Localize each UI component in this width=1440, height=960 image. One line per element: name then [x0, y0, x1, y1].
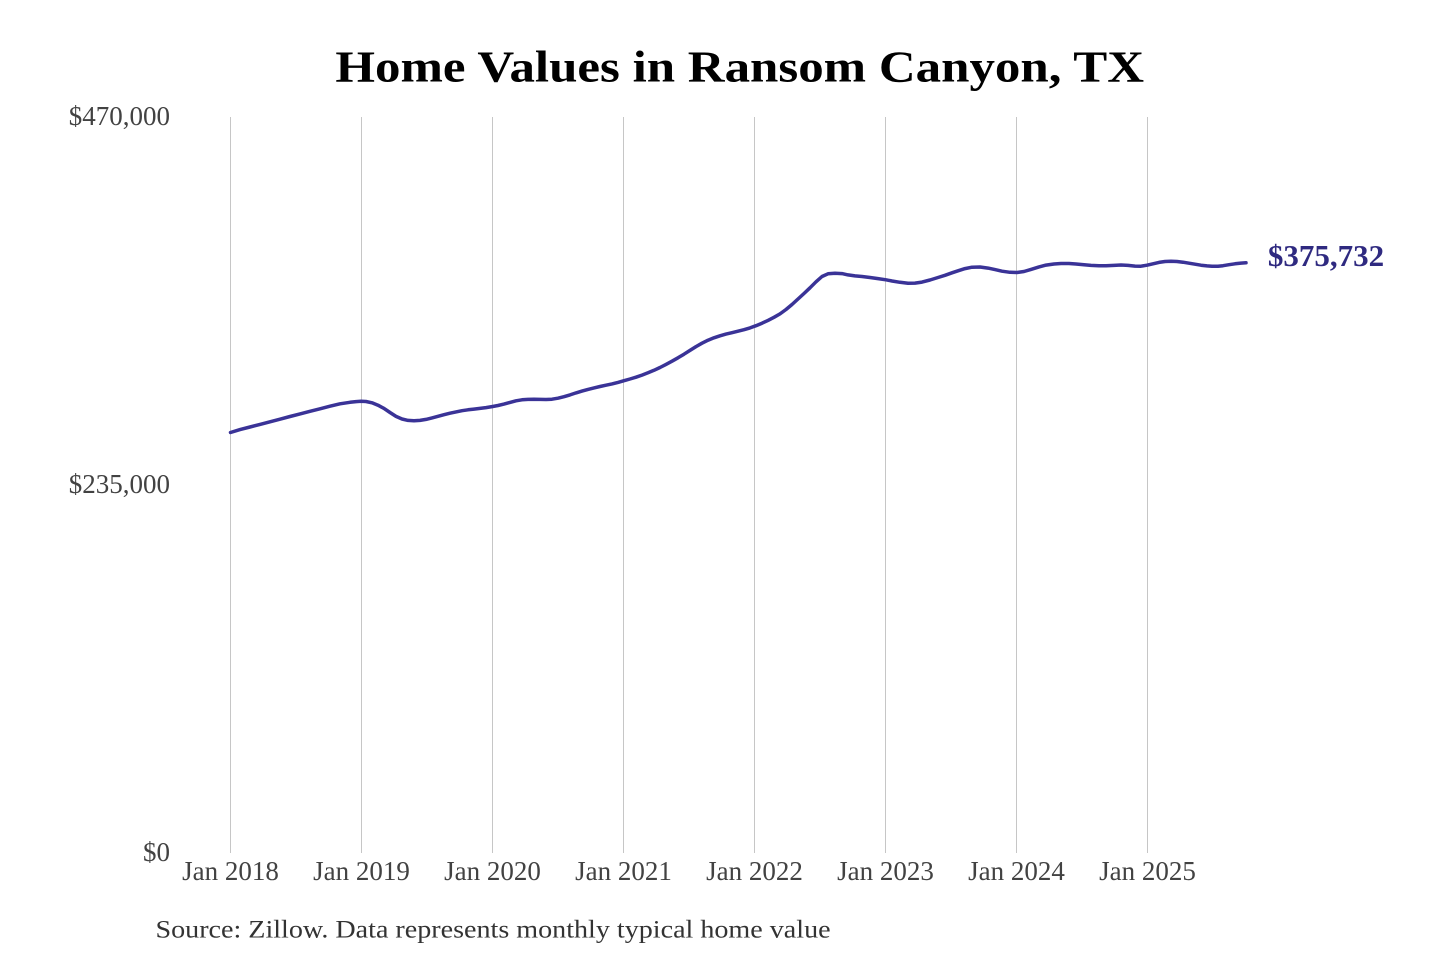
svg-text:$375,732: $375,732 — [1268, 238, 1384, 273]
svg-text:Jan 2020: Jan 2020 — [444, 856, 541, 886]
svg-text:Home Values in Ransom Canyon,: Home Values in Ransom Canyon, TX — [335, 43, 1144, 91]
svg-text:Source: Zillow. Data represent: Source: Zillow. Data represents monthly … — [156, 915, 831, 943]
svg-text:Jan 2021: Jan 2021 — [575, 856, 672, 886]
svg-text:Jan 2022: Jan 2022 — [706, 856, 803, 886]
svg-text:Jan 2018: Jan 2018 — [182, 856, 279, 886]
svg-text:Jan 2019: Jan 2019 — [313, 856, 410, 886]
svg-text:$470,000: $470,000 — [69, 101, 170, 131]
svg-text:Jan 2023: Jan 2023 — [837, 856, 934, 886]
svg-text:Jan 2025: Jan 2025 — [1099, 856, 1196, 886]
svg-text:Jan 2024: Jan 2024 — [968, 856, 1065, 886]
svg-text:$235,000: $235,000 — [69, 469, 170, 499]
svg-text:$0: $0 — [143, 837, 170, 867]
